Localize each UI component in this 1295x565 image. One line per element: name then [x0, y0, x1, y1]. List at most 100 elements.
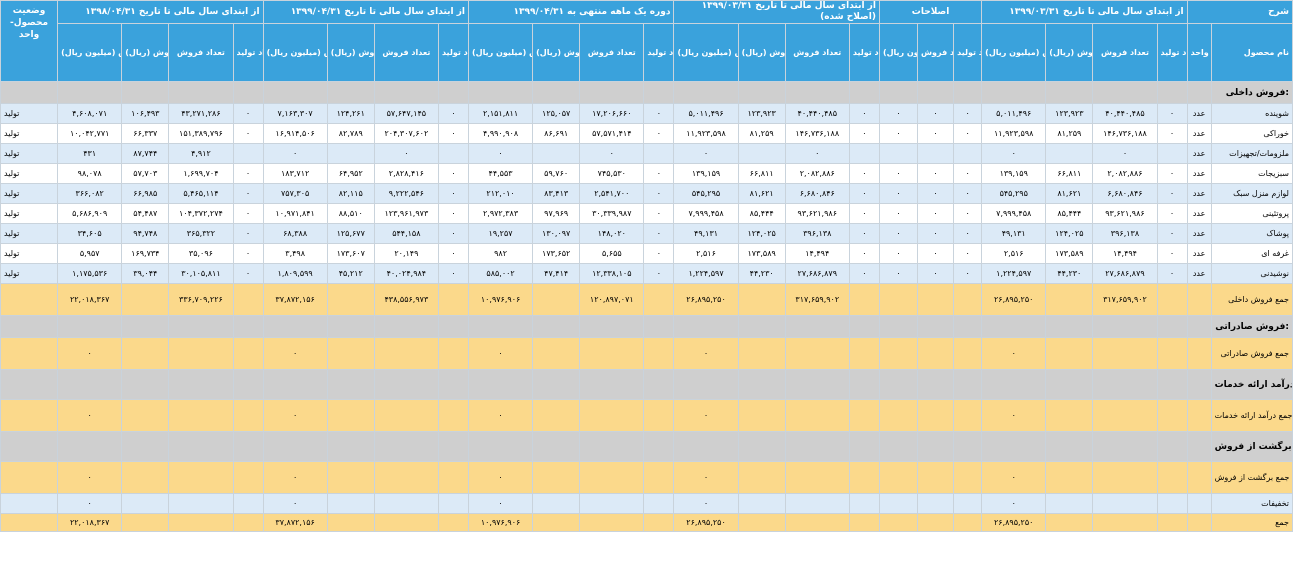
value-cell: ٠ — [953, 203, 983, 224]
value-cell — [953, 283, 983, 316]
value-cell — [437, 461, 470, 494]
empty-cell — [168, 369, 234, 400]
empty-cell — [981, 81, 1047, 104]
value-cell: ۱۷۳,۶۰۷ — [326, 243, 375, 264]
value-cell: ۴۵,۲۱۲ — [326, 263, 375, 284]
value-cell: ۴۴,۵۵۳ — [467, 163, 534, 184]
value-cell: ۱۴,۴۹۴ — [784, 243, 850, 264]
product-name-cell: پوشاک — [1210, 223, 1294, 244]
value-cell: ٠ — [232, 163, 264, 184]
col-header: مبلغ فروش (میلیون ریال) — [673, 23, 739, 82]
section-row: فروش داخلی: — [0, 81, 1294, 104]
value-cell: ۲۶,۸۹۵,۲۵۰ — [981, 283, 1047, 316]
col-header-product: نام محصول — [1210, 23, 1294, 82]
value-cell: ٠ — [467, 461, 534, 494]
discount-row: ٠ ٠ ٠ ٠ ٠ تخفیفات — [0, 493, 1294, 514]
value-cell — [437, 283, 470, 316]
col-header: نرخ فروش (ریال) — [326, 23, 375, 82]
value-cell: ٠ — [467, 493, 534, 514]
value-cell — [373, 461, 439, 494]
empty-cell — [532, 431, 581, 462]
value-cell: ۳۹,۰۴۴ — [121, 263, 170, 284]
value-cell: ۸۳,۴۱۳ — [532, 183, 581, 204]
value-cell: ٠ — [57, 337, 123, 370]
value-cell: ۲,۵۴۱,۷۰۰ — [579, 183, 645, 204]
empty-cell — [373, 81, 439, 104]
value-cell: ۸۱,۲۵۹ — [1045, 123, 1094, 144]
value-cell: ۲۰,۱۴۹ — [373, 243, 439, 264]
value-cell: ۵,۴۶۵,۱۱۴ — [168, 183, 234, 204]
product-name-cell: جمع برگشت از فروش — [1210, 461, 1294, 494]
value-cell: ٠ — [643, 163, 675, 184]
value-cell — [168, 493, 234, 514]
value-cell: ۳۹۶,۱۳۸ — [1092, 223, 1158, 244]
empty-cell — [532, 369, 581, 400]
status-cell: تولید — [0, 143, 59, 164]
value-cell: ۵۴۴,۱۵۸ — [373, 223, 439, 244]
value-cell — [737, 337, 786, 370]
value-cell: ۶۴,۹۵۲ — [326, 163, 375, 184]
value-cell: ۱,۱۷۵,۵۳۶ — [57, 263, 123, 284]
value-cell: ۲۰۴,۳۰۷,۶۰۲ — [373, 123, 439, 144]
value-cell — [848, 461, 880, 494]
empty-cell — [643, 431, 675, 462]
value-cell: ۱۰,۰۴۲,۷۷۱ — [57, 123, 123, 144]
unit-cell: عدد — [1186, 123, 1212, 144]
value-cell: ۱۲,۳۳۸,۱۰۵ — [579, 263, 645, 284]
value-cell: ٠ — [953, 223, 983, 244]
value-cell: ۱۴۶,۷۳۶,۱۸۸ — [1092, 123, 1158, 144]
unit-cell — [1186, 461, 1212, 494]
value-cell: ٠ — [232, 263, 264, 284]
empty-cell — [953, 81, 983, 104]
value-cell: ۳۰,۳۳۹,۹۸۷ — [579, 203, 645, 224]
value-cell: ۳۴,۶۰۵ — [57, 223, 123, 244]
value-cell — [579, 399, 645, 432]
unit-cell: عدد — [1186, 183, 1212, 204]
value-cell: ۲۶,۸۹۵,۲۵۰ — [673, 283, 739, 316]
empty-cell — [232, 315, 264, 338]
unit-cell — [1186, 493, 1212, 514]
value-cell — [643, 337, 675, 370]
value-cell: ٠ — [643, 183, 675, 204]
value-cell: ٠ — [1156, 243, 1188, 264]
empty-cell — [326, 81, 375, 104]
unit-cell: عدد — [1186, 263, 1212, 284]
value-cell — [121, 513, 170, 532]
value-cell — [373, 337, 439, 370]
value-cell — [1156, 337, 1188, 370]
empty-cell — [532, 315, 581, 338]
status-cell — [0, 399, 59, 432]
value-cell — [737, 283, 786, 316]
value-cell — [784, 399, 850, 432]
empty-cell — [262, 431, 328, 462]
empty-cell — [0, 431, 59, 462]
empty-cell — [121, 315, 170, 338]
value-cell: ۵,۶۸۶,۹۰۹ — [57, 203, 123, 224]
value-cell: ۱۲۵,۶۷۷ — [326, 223, 375, 244]
value-cell: ۴۷,۴۱۴ — [532, 263, 581, 284]
total-row: ۲۲,۰۱۸,۳۶۷ ۳۳۶,۷۰۹,۲۲۶ ۳۷,۸۷۲,۱۵۶ ۴۳۸,۵۵۶,۹… — [0, 283, 1294, 316]
value-cell — [326, 283, 375, 316]
value-cell: ٠ — [784, 143, 850, 164]
empty-cell — [848, 431, 880, 462]
value-cell: ۲,۱۵۱,۸۱۱ — [467, 103, 534, 124]
header-group: از ابتدای سال مالی تا تاریخ ۱۳۹۹/۰۴/۳۱ — [262, 0, 470, 24]
value-cell — [917, 493, 955, 514]
value-cell: ٠ — [437, 263, 470, 284]
value-cell: ۶,۶۸۰,۸۴۶ — [1092, 183, 1158, 204]
empty-cell — [262, 369, 328, 400]
value-cell: ۱۲۳,۹۲۳ — [737, 103, 786, 124]
empty-cell — [373, 431, 439, 462]
value-cell — [917, 143, 955, 164]
value-cell: ۵۷,۷۰۳ — [121, 163, 170, 184]
empty-cell — [168, 81, 234, 104]
value-cell — [373, 399, 439, 432]
value-cell — [784, 513, 850, 532]
value-cell: ۸۵,۴۴۴ — [737, 203, 786, 224]
value-cell — [532, 513, 581, 532]
empty-cell — [953, 315, 983, 338]
value-cell: ۵۴۵,۲۹۵ — [981, 183, 1047, 204]
value-cell — [1045, 493, 1094, 514]
value-cell: ٠ — [643, 103, 675, 124]
value-cell: ٠ — [981, 493, 1047, 514]
